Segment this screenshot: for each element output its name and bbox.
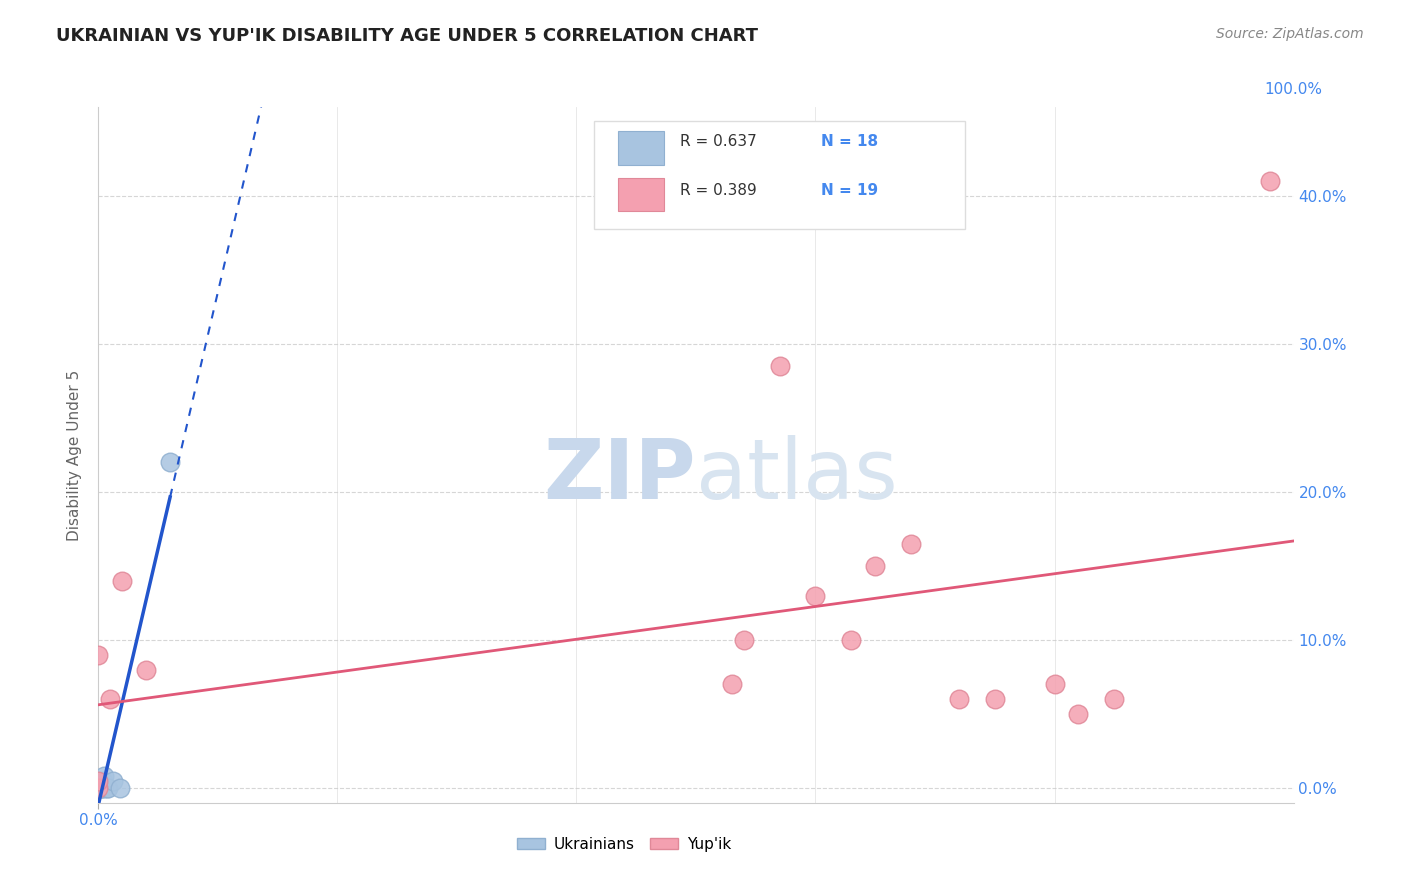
Point: [89, 778, 111, 792]
Point: [90, 776, 112, 790]
Point: [96, 780, 118, 795]
Text: N = 18: N = 18: [821, 135, 879, 149]
Point: [768, 359, 790, 373]
Point: [87, 648, 110, 662]
Point: [1043, 677, 1066, 691]
FancyBboxPatch shape: [619, 131, 664, 165]
Point: [1104, 692, 1126, 706]
Text: R = 0.389: R = 0.389: [681, 183, 758, 198]
Point: [841, 632, 863, 647]
Point: [111, 574, 134, 588]
Point: [89, 780, 111, 795]
Point: [87, 773, 110, 788]
Text: Source: ZipAtlas.com: Source: ZipAtlas.com: [1216, 27, 1364, 41]
Point: [159, 455, 181, 469]
Point: [87, 780, 110, 795]
Point: [804, 589, 827, 603]
Text: ZIP: ZIP: [544, 435, 696, 516]
Point: [135, 663, 157, 677]
Point: [948, 692, 970, 706]
FancyBboxPatch shape: [595, 121, 965, 229]
Point: [97, 780, 120, 795]
Point: [93, 769, 115, 783]
Y-axis label: Disability Age Under 5: Disability Age Under 5: [67, 369, 83, 541]
Point: [108, 780, 131, 795]
Point: [733, 632, 755, 647]
Point: [101, 773, 124, 788]
Point: [984, 692, 1007, 706]
Point: [90, 780, 112, 795]
Point: [91, 776, 114, 790]
Point: [1067, 706, 1090, 721]
Text: UKRAINIAN VS YUP'IK DISABILITY AGE UNDER 5 CORRELATION CHART: UKRAINIAN VS YUP'IK DISABILITY AGE UNDER…: [56, 27, 758, 45]
Point: [98, 692, 122, 706]
Text: R = 0.637: R = 0.637: [681, 135, 758, 149]
Point: [87, 780, 110, 795]
Legend: Ukrainians, Yup'ik: Ukrainians, Yup'ik: [512, 830, 737, 858]
Point: [87, 780, 110, 795]
Point: [87, 775, 110, 789]
Point: [721, 677, 744, 691]
Point: [91, 773, 114, 788]
Point: [93, 780, 115, 795]
Point: [91, 780, 114, 795]
Text: atlas: atlas: [696, 435, 897, 516]
Text: N = 19: N = 19: [821, 183, 879, 198]
Point: [865, 558, 887, 573]
Point: [87, 778, 110, 792]
FancyBboxPatch shape: [619, 178, 664, 211]
Point: [900, 537, 922, 551]
Point: [1258, 174, 1281, 188]
